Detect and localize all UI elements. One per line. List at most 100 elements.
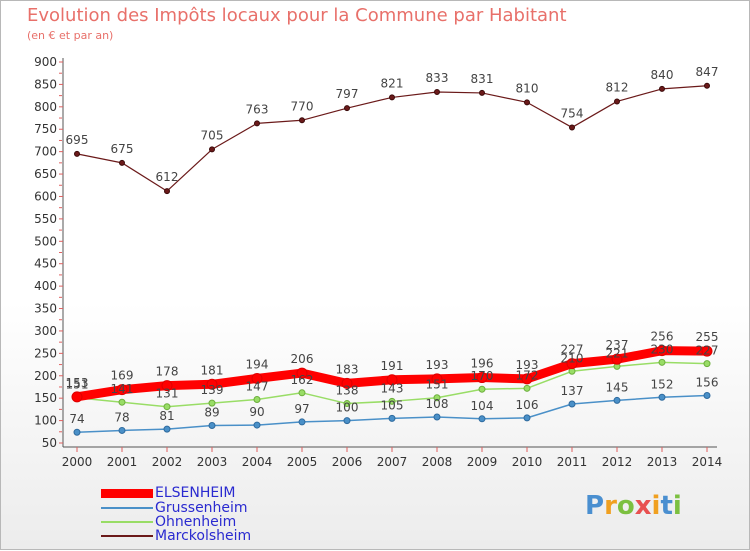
data-label: 183: [336, 362, 359, 376]
data-point: [433, 394, 441, 402]
data-point: [116, 384, 128, 396]
y-tick-label: 800: [34, 100, 57, 114]
data-point: [163, 425, 171, 433]
data-label: 695: [66, 133, 89, 147]
legend-swatch: [101, 521, 153, 523]
data-point: [703, 391, 711, 399]
legend-label: Ohnenheim: [155, 514, 237, 530]
data-label: 74: [69, 412, 84, 426]
data-point: [299, 117, 305, 124]
data-point: [253, 396, 261, 404]
x-tick-label: 2006: [332, 455, 363, 469]
data-label: 147: [246, 380, 269, 394]
y-tick-label: 900: [34, 55, 57, 69]
legend-label: ELSENHEIM: [155, 485, 236, 501]
legend-swatch: [101, 535, 153, 537]
data-label: 831: [471, 72, 494, 86]
data-point: [658, 358, 666, 366]
x-tick-label: 2002: [152, 455, 183, 469]
data-label: 256: [651, 330, 674, 344]
legend-label: Marckolsheim: [155, 528, 252, 544]
data-label: 705: [201, 128, 224, 142]
x-tick-label: 2010: [512, 455, 543, 469]
data-point: [343, 400, 351, 408]
x-tick-label: 2013: [647, 455, 678, 469]
x-tick-label: 2001: [107, 455, 138, 469]
data-point: [476, 372, 488, 384]
data-label: 90: [249, 405, 264, 419]
x-tick-label: 2012: [602, 455, 633, 469]
data-point: [614, 98, 620, 105]
data-label: 194: [246, 357, 269, 371]
data-point: [163, 403, 171, 411]
x-tick-label: 2003: [197, 455, 228, 469]
data-point: [208, 422, 216, 430]
data-point: [209, 146, 215, 153]
x-tick-label: 2011: [557, 455, 588, 469]
data-label: 227: [561, 343, 584, 357]
data-label: 81: [159, 409, 174, 423]
data-point: [478, 385, 486, 393]
x-tick-label: 2005: [287, 455, 318, 469]
data-label: 170: [471, 369, 494, 383]
data-point: [478, 415, 486, 423]
data-label: 139: [201, 383, 224, 397]
data-point: [208, 399, 216, 407]
data-point: [251, 372, 263, 384]
data-point: [389, 94, 395, 101]
y-tick-label: 850: [34, 77, 57, 91]
data-point: [164, 188, 170, 195]
data-point: [118, 398, 126, 406]
logo-letter: i: [672, 491, 682, 521]
data-label: 105: [381, 398, 404, 412]
x-tick-label: 2000: [62, 455, 93, 469]
data-label: 230: [651, 342, 674, 356]
data-label: 108: [426, 397, 449, 411]
data-point: [344, 105, 350, 112]
data-label: 763: [246, 102, 269, 116]
data-label: 169: [111, 369, 134, 383]
data-point: [296, 367, 308, 379]
logo-letter: i: [651, 491, 661, 521]
y-tick-label: 450: [34, 257, 57, 271]
data-label: 152: [651, 377, 674, 391]
data-point: [253, 421, 261, 429]
y-tick-label: 50: [42, 436, 57, 450]
y-tick-label: 150: [34, 391, 57, 405]
y-tick-label: 600: [34, 189, 57, 203]
data-label: 812: [606, 80, 629, 94]
data-point: [388, 397, 396, 405]
data-label: 810: [516, 81, 539, 95]
x-tick-label: 2004: [242, 455, 273, 469]
data-label: 191: [381, 359, 404, 373]
data-point: [523, 414, 531, 422]
data-label: 106: [516, 398, 539, 412]
legend-swatch: [101, 507, 153, 509]
data-label: 178: [156, 365, 179, 379]
data-point: [704, 82, 710, 89]
x-tick-label: 2007: [377, 455, 408, 469]
data-point: [659, 85, 665, 92]
legend-swatch: [101, 489, 153, 498]
data-label: 138: [336, 384, 359, 398]
x-tick-label: 2014: [692, 455, 723, 469]
data-point: [298, 418, 306, 426]
chart-title: Evolution des Impôts locaux pour la Comm…: [27, 5, 567, 26]
y-tick-label: 700: [34, 145, 57, 159]
data-point: [524, 99, 530, 106]
data-label: 181: [201, 363, 224, 377]
logo-letter: P: [585, 491, 605, 521]
data-label: 143: [381, 381, 404, 395]
data-point: [568, 400, 576, 408]
data-point: [433, 413, 441, 421]
data-label: 193: [426, 358, 449, 372]
y-tick-label: 400: [34, 279, 57, 293]
data-label: 100: [336, 401, 359, 415]
data-point: [119, 159, 125, 166]
x-tick-label: 2008: [422, 455, 453, 469]
data-label: 612: [156, 170, 179, 184]
data-point: [118, 426, 126, 434]
data-label: 141: [111, 382, 134, 396]
